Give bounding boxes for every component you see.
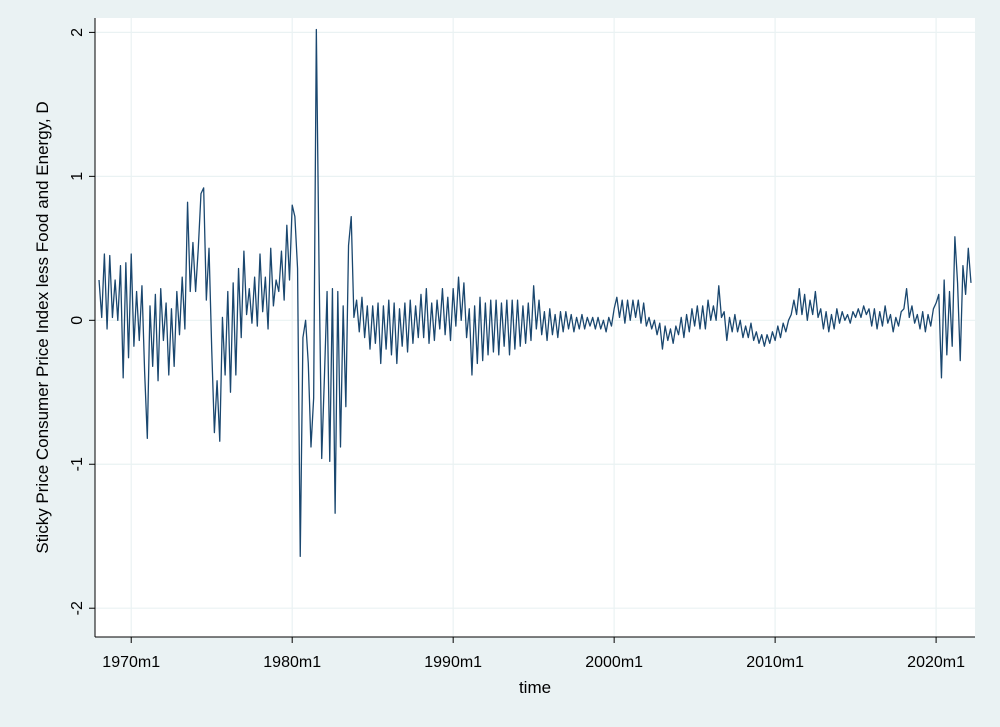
- y-tick-label: -1: [69, 457, 86, 471]
- ticks: -2 -1 0 1 2 1970m1 1980m1 1990m1 2000m1 2010m1 202…: [69, 28, 965, 671]
- x-tick-label: 2000m1: [585, 654, 643, 671]
- x-tick-label: 1990m1: [424, 654, 482, 671]
- y-tick-label: 2: [69, 28, 86, 37]
- x-tick-label: 2020m1: [907, 654, 965, 671]
- y-tick-label: -2: [69, 601, 86, 615]
- y-tick-label: 0: [69, 316, 86, 325]
- series-layer: [98, 28, 972, 558]
- x-tick-label: 2010m1: [746, 654, 804, 671]
- x-tick-label: 1980m1: [263, 654, 321, 671]
- axes: [94, 18, 975, 638]
- gridlines: [95, 18, 975, 637]
- x-tick-label: 1970m1: [102, 654, 160, 671]
- y-tick-label: 1: [69, 172, 86, 181]
- series-line-0: [98, 28, 972, 558]
- x-axis-title: time: [519, 678, 551, 697]
- y-axis-title: Sticky Price Consumer Price Index less F…: [33, 101, 52, 553]
